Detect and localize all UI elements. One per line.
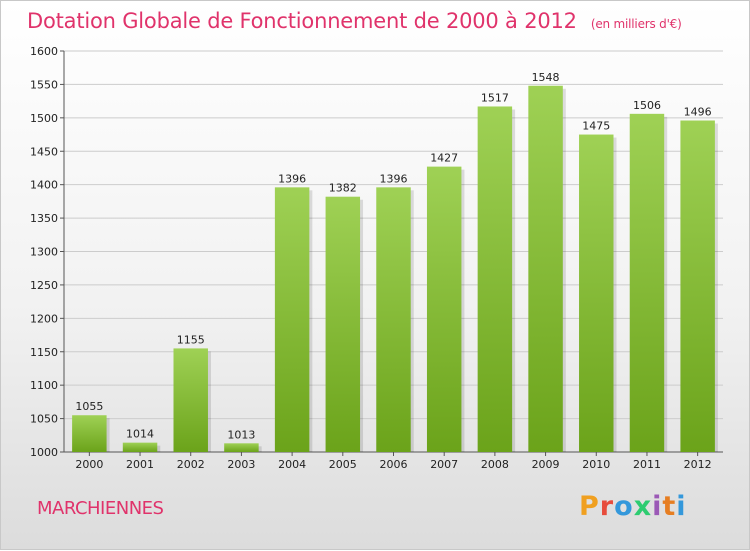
x-tick-label: 2003 bbox=[227, 458, 255, 471]
x-tick-label: 2000 bbox=[75, 458, 103, 471]
city-name: MARCHIENNES bbox=[37, 498, 164, 519]
x-tick-label: 2012 bbox=[684, 458, 712, 471]
bar-2002[interactable] bbox=[173, 348, 208, 452]
y-tick-label: 1500 bbox=[30, 112, 58, 125]
x-tick-label: 2009 bbox=[532, 458, 560, 471]
y-tick-label: 1400 bbox=[30, 179, 58, 192]
x-tick-label: 2001 bbox=[126, 458, 154, 471]
bar-2000[interactable] bbox=[72, 415, 107, 452]
y-tick-label: 1350 bbox=[30, 212, 58, 225]
value-label: 1496 bbox=[684, 106, 712, 119]
x-tick-label: 2004 bbox=[278, 458, 306, 471]
value-label: 1475 bbox=[582, 120, 610, 133]
bar-2003[interactable] bbox=[224, 443, 259, 452]
x-tick-label: 2008 bbox=[481, 458, 509, 471]
value-label: 1517 bbox=[481, 91, 509, 104]
bar-2005[interactable] bbox=[325, 196, 361, 452]
bar-2012[interactable] bbox=[680, 120, 715, 453]
bar-2010[interactable] bbox=[579, 134, 614, 452]
value-label: 1013 bbox=[227, 428, 255, 441]
x-tick-label: 2002 bbox=[177, 458, 205, 471]
chart-title: Dotation Globale de Fonctionnement de 20… bbox=[27, 9, 682, 33]
bar-2008[interactable] bbox=[477, 106, 513, 452]
bar-2001[interactable] bbox=[122, 442, 158, 452]
y-tick-label: 1000 bbox=[30, 446, 58, 459]
value-label: 1396 bbox=[380, 172, 408, 185]
y-tick-label: 1550 bbox=[30, 78, 58, 91]
y-tick-label: 1450 bbox=[30, 145, 58, 158]
bar-2011[interactable] bbox=[629, 113, 665, 452]
value-label: 1427 bbox=[430, 152, 458, 165]
y-tick-label: 1050 bbox=[30, 413, 58, 426]
x-tick-label: 2007 bbox=[430, 458, 458, 471]
proxiti-logo[interactable]: Proxiti bbox=[579, 491, 687, 522]
y-tick-label: 1150 bbox=[30, 346, 58, 359]
y-tick-label: 1600 bbox=[30, 45, 58, 58]
x-tick-label: 2005 bbox=[329, 458, 357, 471]
y-tick-label: 1300 bbox=[30, 246, 58, 259]
value-label: 1055 bbox=[75, 400, 103, 413]
x-tick-label: 2006 bbox=[380, 458, 408, 471]
chart-title-text: Dotation Globale de Fonctionnement de 20… bbox=[27, 9, 577, 33]
bars bbox=[72, 85, 718, 453]
x-tick-label: 2011 bbox=[633, 458, 661, 471]
value-label: 1014 bbox=[126, 428, 154, 441]
value-label: 1548 bbox=[532, 71, 560, 84]
x-tick-label: 2010 bbox=[582, 458, 610, 471]
value-label: 1382 bbox=[329, 182, 357, 195]
labels: 1000 1050 1100 1150 1200 1250 1300 1350 1400 1450… bbox=[30, 45, 712, 471]
value-label: 1155 bbox=[177, 333, 205, 346]
y-tick-label: 1200 bbox=[30, 312, 58, 325]
y-tick-label: 1100 bbox=[30, 379, 58, 392]
bar-2007[interactable] bbox=[426, 166, 462, 452]
value-label: 1506 bbox=[633, 99, 661, 112]
chart-subtitle: (en milliers d'€) bbox=[590, 17, 682, 31]
y-tick-label: 1250 bbox=[30, 279, 58, 292]
bar-2009[interactable] bbox=[528, 85, 563, 453]
bar-2006[interactable] bbox=[376, 187, 411, 452]
value-label: 1396 bbox=[278, 172, 306, 185]
bar-2004[interactable] bbox=[274, 187, 310, 452]
